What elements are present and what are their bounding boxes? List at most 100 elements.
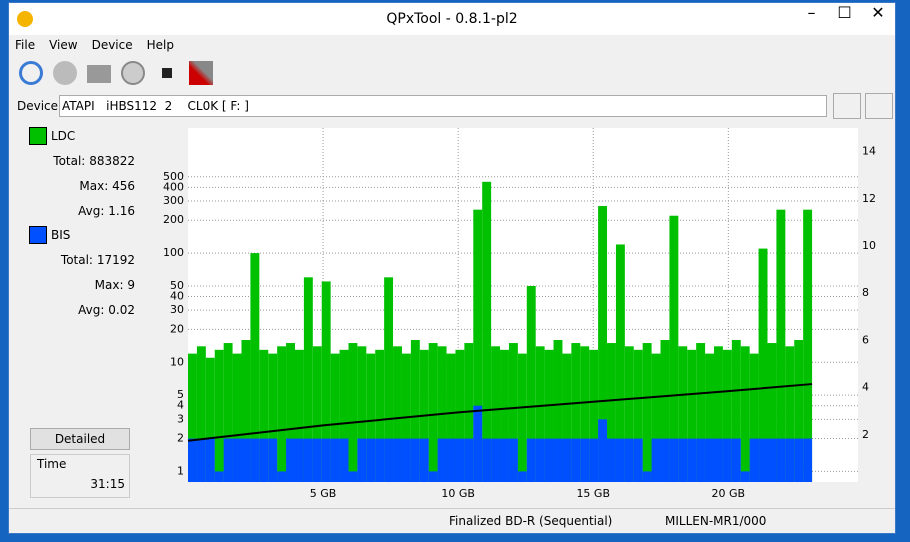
- bar: [205, 438, 215, 482]
- bar: [223, 438, 233, 482]
- bar: [393, 346, 402, 482]
- bar: [455, 438, 465, 482]
- bar: [776, 209, 786, 482]
- eject-button[interactable]: [833, 93, 861, 119]
- bar: [758, 248, 768, 482]
- window-buttons[interactable]: – ☐ ✕: [807, 3, 885, 22]
- refresh-button[interactable]: [19, 61, 43, 85]
- y-tick-label: 30: [170, 303, 184, 316]
- bar: [749, 438, 759, 482]
- bar: [366, 438, 376, 482]
- bar: [500, 438, 509, 482]
- bar: [375, 438, 385, 482]
- y-tick-label: 300: [163, 194, 184, 207]
- bar: [562, 353, 572, 482]
- bar: [286, 438, 295, 482]
- bar: [615, 244, 625, 482]
- bar: [740, 346, 750, 482]
- menu-bar: File View Device Help: [15, 38, 174, 52]
- chart: 1234510203040501002003004005002468101214…: [163, 128, 876, 500]
- bar: [491, 346, 501, 482]
- bar: [259, 349, 269, 482]
- menu-item[interactable]: Help: [146, 38, 174, 52]
- bis-total: Total: 17192: [60, 253, 135, 267]
- bar: [767, 438, 777, 482]
- y-tick-label: 200: [163, 213, 184, 226]
- bar: [232, 438, 242, 482]
- bis-avg: Avg: 0.02: [78, 303, 135, 317]
- bar: [660, 438, 670, 482]
- bar: [785, 346, 795, 482]
- bar: [678, 346, 688, 482]
- bar: [544, 349, 554, 482]
- bar: [188, 438, 197, 482]
- bar: [767, 343, 777, 482]
- bar: [312, 438, 322, 482]
- bar: [277, 471, 287, 482]
- bar: [794, 438, 804, 482]
- bar: [250, 253, 260, 482]
- bar: [268, 438, 278, 482]
- bar: [580, 438, 590, 482]
- device-select[interactable]: ATAPI iHBS112 2 CL0K [ F: ]: [59, 95, 827, 117]
- scan-button[interactable]: [121, 61, 145, 85]
- bar: [214, 471, 224, 482]
- bar: [740, 471, 750, 482]
- menu-item[interactable]: File: [15, 38, 36, 52]
- bar: [624, 438, 634, 482]
- bar: [277, 346, 287, 482]
- bar: [803, 209, 813, 482]
- x-tick-label: 10 GB: [441, 487, 475, 500]
- y-tick-label: 10: [170, 355, 184, 368]
- y2-tick-label: 12: [862, 192, 876, 205]
- bar: [294, 438, 304, 482]
- x-tick-label: 15 GB: [576, 487, 610, 500]
- drive-button[interactable]: [87, 65, 111, 83]
- menu-item[interactable]: View: [49, 38, 78, 52]
- bar: [393, 438, 402, 482]
- ldc-avg: Avg: 1.16: [78, 204, 135, 218]
- bar: [196, 438, 206, 482]
- bar: [330, 438, 340, 482]
- bar: [517, 353, 527, 482]
- bar: [633, 438, 643, 482]
- status-bar: Finalized BD-R (Sequential) MILLEN-MR1/0…: [9, 508, 895, 533]
- window: QPxTool - 0.8.1-pl2 – ☐ ✕ File View Device He…: [8, 2, 896, 534]
- detailed-button[interactable]: Detailed: [30, 428, 130, 450]
- bar: [705, 438, 715, 482]
- status-media: Finalized BD-R (Sequential): [449, 514, 613, 528]
- bar: [419, 438, 429, 482]
- bar: [651, 438, 661, 482]
- bar: [348, 343, 358, 482]
- bar: [410, 438, 420, 482]
- y-tick-label: 100: [163, 246, 184, 259]
- lock-button[interactable]: [865, 93, 893, 119]
- disc-button[interactable]: [53, 61, 77, 85]
- bar: [303, 438, 313, 482]
- y-tick-label: 400: [163, 180, 184, 193]
- bar: [410, 339, 420, 482]
- bar: [758, 438, 768, 482]
- menu-item[interactable]: Device: [91, 38, 133, 52]
- bar: [749, 353, 759, 482]
- bar: [660, 339, 670, 482]
- bar: [232, 353, 242, 482]
- bar: [642, 343, 652, 482]
- bis-swatch: [29, 226, 47, 244]
- bar: [776, 438, 786, 482]
- bar: [651, 353, 661, 482]
- bar: [535, 438, 545, 482]
- y-tick-label: 20: [170, 322, 184, 335]
- bar: [188, 353, 197, 482]
- stop-button[interactable]: [162, 68, 172, 78]
- bar: [446, 438, 456, 482]
- bar: [357, 346, 367, 482]
- settings-button[interactable]: [189, 61, 213, 85]
- bar: [321, 281, 331, 482]
- bar: [455, 349, 465, 482]
- y2-tick-label: 4: [862, 381, 869, 394]
- bar: [589, 438, 599, 482]
- bar: [339, 349, 349, 482]
- bar: [705, 353, 715, 482]
- bar: [330, 353, 340, 482]
